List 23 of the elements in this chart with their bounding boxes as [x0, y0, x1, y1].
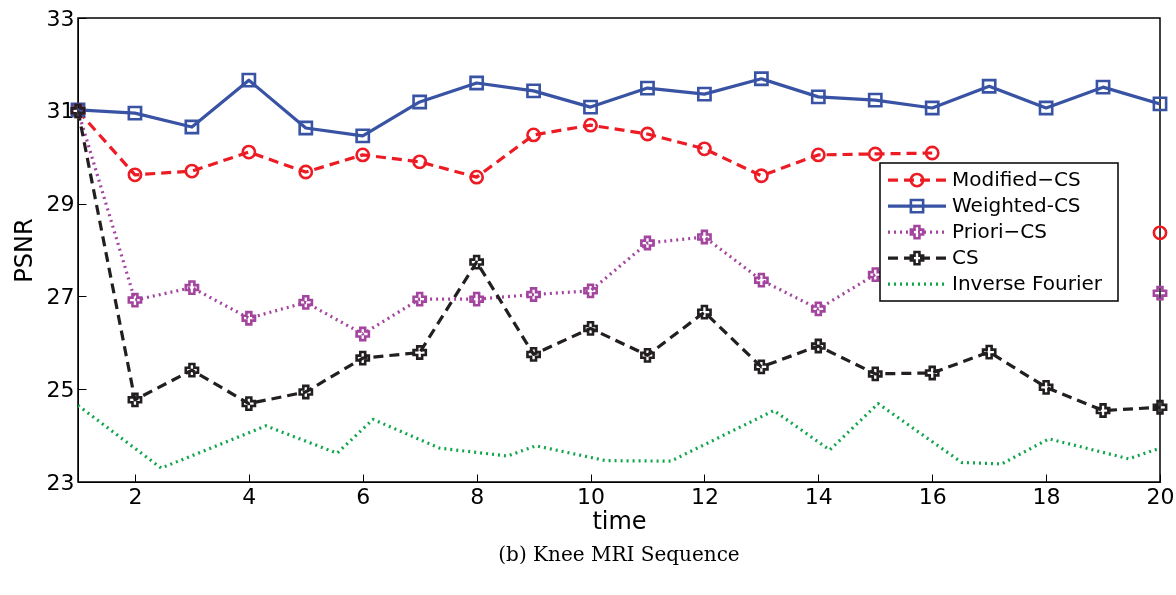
legend-label: CS	[952, 245, 979, 270]
y-tick-label: 27	[46, 283, 75, 309]
x-tick-label: 2	[128, 483, 143, 509]
x-tick-label: 18	[1032, 483, 1061, 509]
x-tick-label: 6	[356, 483, 371, 509]
y-tick-label: 29	[46, 191, 75, 217]
x-tick-label: 12	[690, 483, 719, 509]
y-tick-label: 25	[46, 376, 75, 402]
x-tick-label: 8	[470, 483, 485, 509]
x-tick-label: 4	[242, 483, 257, 509]
y-axis-title: PSNR	[9, 218, 38, 283]
legend-label: Weighted-CS	[952, 193, 1081, 218]
x-tick-label: 14	[804, 483, 833, 509]
text: (b) Knee MRI Sequence	[498, 542, 740, 566]
x-tick-label: 10	[577, 483, 606, 509]
x-axis-title: time	[592, 506, 647, 535]
y-tick-label: 23	[46, 469, 75, 495]
legend-label: Priori−CS	[952, 219, 1047, 244]
x-tick-label: 20	[1146, 483, 1175, 509]
legend-label: Inverse Fourier	[952, 271, 1103, 296]
legend-label: Modified−CS	[952, 167, 1081, 192]
x-tick-label: 16	[918, 483, 947, 509]
y-tick-label: 33	[46, 5, 75, 31]
